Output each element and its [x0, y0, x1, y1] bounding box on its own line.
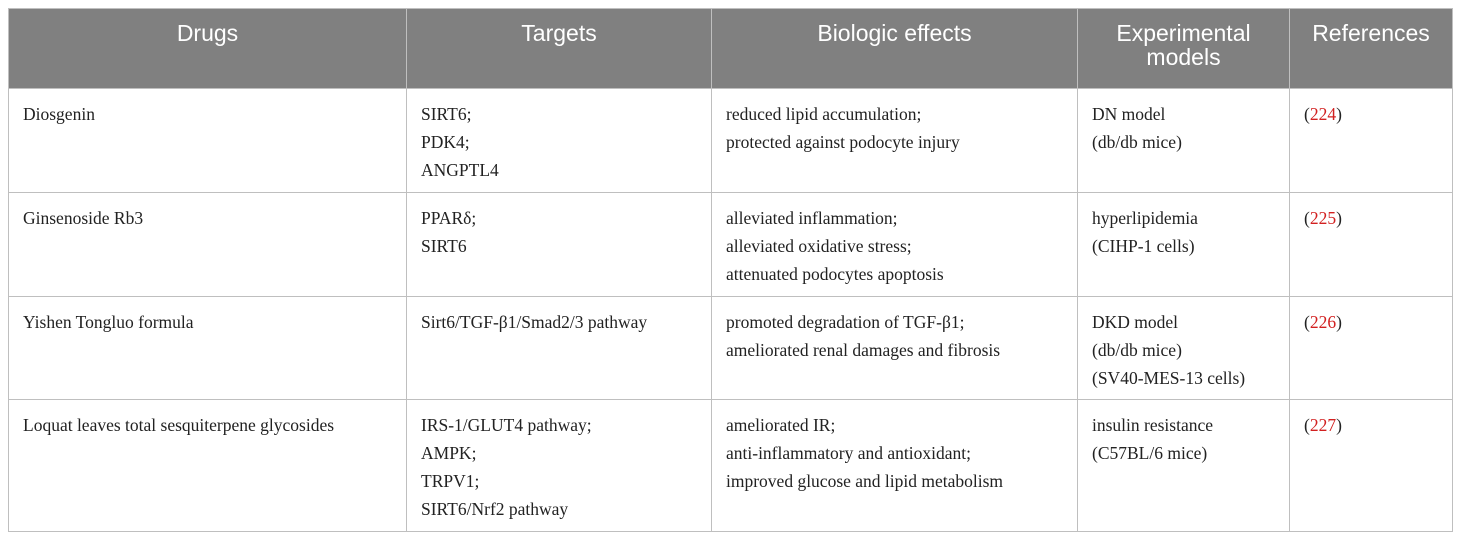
- cell-line: SIRT6: [421, 236, 467, 256]
- reference-bracket: (: [1304, 415, 1310, 435]
- table-cell: (227): [1289, 399, 1453, 532]
- cell-line: SIRT6;: [421, 104, 472, 124]
- table-cell: IRS-1/GLUT4 pathway; AMPK; TRPV1; SIRT6/Nrf…: [406, 399, 712, 532]
- table-cell: alleviated inflammation; alleviated oxida…: [711, 192, 1078, 297]
- cell-line: Yishen Tongluo formula: [23, 312, 194, 332]
- header-cell: Experimental models: [1077, 8, 1290, 89]
- table-cell: Sirt6/TGF-β1/Smad2/3 pathway: [406, 296, 712, 400]
- reference-number: 226: [1309, 312, 1337, 332]
- table-cell: Ginsenoside Rb3: [8, 192, 407, 297]
- table-cell: Yishen Tongluo formula: [8, 296, 407, 400]
- drug-table: Drugs Targets Biologic effects Experimental…: [8, 8, 1453, 532]
- table-cell: insulin resistance (C57BL/6 mice): [1077, 399, 1290, 532]
- reference: (226): [1304, 308, 1438, 336]
- cell-line: (CIHP-1 cells): [1092, 236, 1195, 256]
- reference-number: 224: [1309, 104, 1337, 124]
- table-cell: reduced lipid accumulation; protected aga…: [711, 88, 1078, 193]
- reference: (224): [1304, 100, 1438, 128]
- reference: (225): [1304, 204, 1438, 232]
- reference-bracket: (: [1304, 208, 1310, 228]
- cell-line: (db/db mice): [1092, 132, 1182, 152]
- table-cell: DKD model (db/db mice) (SV40-MES-13 cells): [1077, 296, 1290, 400]
- reference-bracket: ): [1336, 104, 1342, 124]
- reference-number: 227: [1309, 415, 1337, 435]
- cell-line: (SV40-MES-13 cells): [1092, 368, 1246, 388]
- cell-line: ANGPTL4: [421, 160, 499, 180]
- cell-line: SIRT6/Nrf2 pathway: [421, 499, 569, 519]
- header-cell: Biologic effects: [711, 8, 1078, 89]
- cell-line: hyperlipidemia: [1092, 208, 1198, 228]
- cell-line: TRPV1;: [421, 471, 480, 491]
- cell-line: Loquat leaves total sesquiterpene glycos…: [23, 415, 335, 435]
- cell-line: IRS-1/GLUT4 pathway;: [421, 415, 592, 435]
- cell-line: DN model: [1092, 104, 1166, 124]
- table-body: Diosgenin SIRT6; PDK4; ANGPTL4 reduced lipid…: [8, 88, 1453, 532]
- cell-line: AMPK;: [421, 443, 477, 463]
- table-cell: (226): [1289, 296, 1453, 400]
- header-cell: Targets: [406, 8, 712, 89]
- cell-line: ameliorated renal damages and fibrosis: [726, 340, 1001, 360]
- header-row: Drugs Targets Biologic effects Experimental…: [8, 8, 1453, 89]
- cell-line: improved glucose and lipid metabolism: [726, 471, 1004, 491]
- table-cell: Loquat leaves total sesquiterpene glycos…: [8, 399, 407, 532]
- cell-line: insulin resistance: [1092, 415, 1214, 435]
- reference-bracket: (: [1304, 104, 1310, 124]
- table-cell: PPARδ; SIRT6: [406, 192, 712, 297]
- cell-line: (C57BL/6 mice): [1092, 443, 1208, 463]
- cell-line: attenuated podocytes apoptosis: [726, 264, 944, 284]
- cell-line: (db/db mice): [1092, 340, 1182, 360]
- header-cell: References: [1289, 8, 1453, 89]
- table-cell: DN model (db/db mice): [1077, 88, 1290, 193]
- cell-line: alleviated oxidative stress;: [726, 236, 912, 256]
- table-row: Diosgenin SIRT6; PDK4; ANGPTL4 reduced lipid…: [8, 88, 1453, 193]
- cell-line: reduced lipid accumulation;: [726, 104, 922, 124]
- cell-line: promoted degradation of TGF-β1;: [726, 312, 965, 332]
- cell-line: Sirt6/TGF-β1/Smad2/3 pathway: [421, 312, 648, 332]
- cell-line: PDK4;: [421, 132, 470, 152]
- reference-bracket: ): [1336, 312, 1342, 332]
- table-cell: (224): [1289, 88, 1453, 193]
- table-row: Ginsenoside Rb3 PPARδ; SIRT6 alleviated inf…: [8, 192, 1453, 297]
- cell-line: PPARδ;: [421, 208, 477, 228]
- cell-line: protected against podocyte injury: [726, 132, 960, 152]
- cell-line: ameliorated IR;: [726, 415, 836, 435]
- table-row: Loquat leaves total sesquiterpene glycos…: [8, 399, 1453, 532]
- cell-line: Diosgenin: [23, 104, 95, 124]
- cell-line: Ginsenoside Rb3: [23, 208, 144, 228]
- reference-bracket: ): [1336, 415, 1342, 435]
- table-cell: SIRT6; PDK4; ANGPTL4: [406, 88, 712, 193]
- table-cell: Diosgenin: [8, 88, 407, 193]
- reference: (227): [1304, 411, 1438, 439]
- table-cell: ameliorated IR; anti-inflammatory and ant…: [711, 399, 1078, 532]
- table-cell: promoted degradation of TGF-β1; ameliorat…: [711, 296, 1078, 400]
- reference-bracket: (: [1304, 312, 1310, 332]
- cell-line: DKD model: [1092, 312, 1179, 332]
- table-row: Yishen Tongluo formula Sirt6/TGF-β1/Smad2…: [8, 296, 1453, 400]
- reference-bracket: ): [1336, 208, 1342, 228]
- reference-number: 225: [1309, 208, 1337, 228]
- cell-line: anti-inflammatory and antioxidant;: [726, 443, 971, 463]
- table-cell: hyperlipidemia (CIHP-1 cells): [1077, 192, 1290, 297]
- table-cell: (225): [1289, 192, 1453, 297]
- cell-line: alleviated inflammation;: [726, 208, 898, 228]
- header-cell: Drugs: [8, 8, 407, 89]
